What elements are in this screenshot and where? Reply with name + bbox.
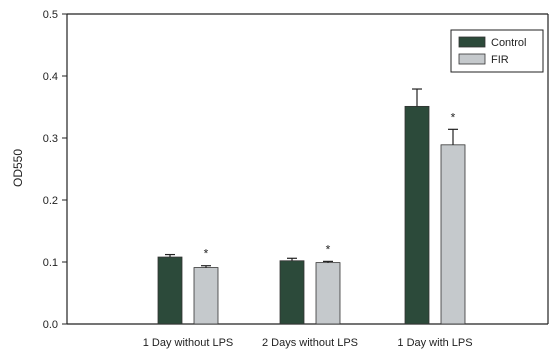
significance-mark: * xyxy=(204,247,209,261)
bar-control-1 xyxy=(157,256,183,325)
bars-group: * * * xyxy=(157,88,466,325)
y-axis-label: OD550 xyxy=(11,149,25,187)
bar-control-3 xyxy=(404,105,430,325)
legend-label-fir: FIR xyxy=(491,54,509,66)
legend-label-control: Control xyxy=(491,37,526,49)
y-tick-label: 0.1 xyxy=(43,257,58,269)
legend-swatch-control xyxy=(458,36,486,48)
significance-mark: * xyxy=(326,242,331,256)
bar-fir-1 xyxy=(193,267,219,325)
y-tick-label: 0.5 xyxy=(43,9,58,21)
bar-control-2 xyxy=(279,260,305,325)
x-axis: 1 Day without LPS 2 Days without LPS 1 Day… xyxy=(143,337,473,349)
plot-frame xyxy=(66,13,549,325)
legend: Control FIR xyxy=(450,29,544,73)
x-tick-label: 1 Day with LPS xyxy=(397,337,472,349)
legend-swatch-fir xyxy=(458,53,486,65)
y-tick-label: 0.3 xyxy=(43,133,58,145)
x-tick-label: 1 Day without LPS xyxy=(143,337,234,349)
legend-box xyxy=(450,29,544,73)
y-tick-label: 0.2 xyxy=(43,195,58,207)
x-tick-label: 2 Days without LPS xyxy=(262,337,358,349)
y-axis: 0.0 0.1 0.2 0.3 0.4 0.5 xyxy=(43,9,67,331)
bar-fir-2 xyxy=(315,262,341,325)
y-tick-label: 0.4 xyxy=(43,71,58,83)
significance-mark: * xyxy=(451,110,456,124)
bar-fir-3 xyxy=(440,144,466,325)
y-tick-label: 0.0 xyxy=(43,319,58,331)
